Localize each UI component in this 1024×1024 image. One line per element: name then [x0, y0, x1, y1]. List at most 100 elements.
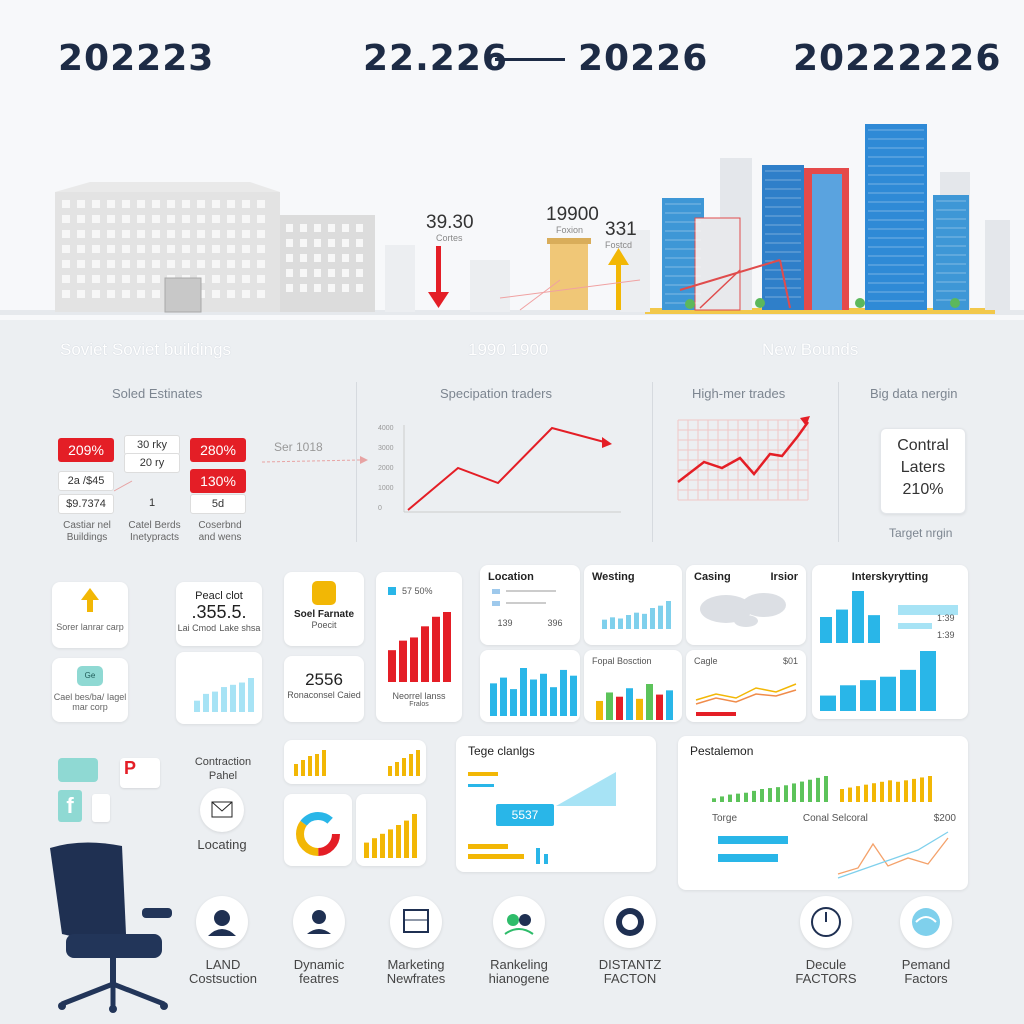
year-mid-a: 22.226 [363, 38, 508, 79]
divider-2 [652, 382, 653, 542]
westing-title: Westing [592, 571, 635, 583]
value-up-sub: Fostcd [605, 240, 633, 250]
fopal-title: Fopal Bosction [592, 656, 652, 666]
mini-bar-chart [364, 814, 417, 858]
envelope-icon[interactable] [200, 788, 244, 832]
pectalemon-title: Pestalemon [690, 744, 754, 758]
caption-2: Catel Berds Inetypracts [128, 520, 181, 543]
rankeling-label: Rankeling [490, 957, 548, 972]
card-up[interactable]: Sorer lanrar carp [52, 582, 128, 648]
costsuction-label: Costsuction [189, 971, 257, 986]
p-icon: P [120, 758, 160, 788]
coral-title: Conal Selcoral [802, 813, 868, 824]
yellow-bar-chart [294, 750, 420, 776]
decule-label: Decule [805, 957, 847, 972]
year-left: 202223 [58, 38, 215, 79]
card-westing[interactable]: Westing [584, 565, 682, 645]
badge-1: 1 [148, 497, 156, 509]
torge-title: Torge [712, 813, 738, 824]
card-light-bars[interactable] [176, 652, 262, 724]
facebook-icon: f [58, 790, 82, 822]
small-building-icon [547, 238, 591, 310]
svg-text:2000: 2000 [378, 465, 394, 472]
card-tege[interactable]: Tege clanlgs 5537 [456, 736, 656, 872]
year-mid-b: 20226 [578, 38, 709, 79]
marketing-icon[interactable] [390, 896, 442, 948]
card-product[interactable]: Peacl clot .355.5. Lai Cmod Lake shsa [176, 582, 262, 646]
land-label: LAND [205, 957, 241, 972]
dashed-arrow-icon [261, 456, 368, 464]
big-data-box: Contral Laters 210% [880, 428, 966, 514]
cagle-val: $01 [782, 656, 798, 666]
decule-factors-label: FACTORS [795, 971, 857, 986]
card-pectalemon[interactable]: Pestalemon Torge Conal Selcoral $200 [678, 736, 968, 890]
land-icon[interactable] [196, 896, 248, 948]
prod-sub-a: Lai Cmod [177, 623, 217, 633]
arrow-up-small-icon [81, 588, 99, 612]
donut-chart [296, 812, 340, 856]
card-interest[interactable]: Interskyrytting [812, 565, 968, 719]
big-data-line1: Contral [897, 437, 949, 454]
card-fopal[interactable]: Fopal Bosction [584, 650, 682, 722]
divider-1 [356, 382, 357, 542]
cagle-line-chart [695, 683, 797, 716]
label-soviet: Soviet Soviet buildings [60, 340, 232, 359]
blue-bar-chart [490, 668, 577, 716]
bottom-label-6: Decule FACTORS [783, 958, 869, 986]
high-trades-chart [677, 416, 810, 501]
card-red-bars[interactable]: 57 50% Neorrel lanss Fralos [376, 572, 462, 722]
card-yellow-bars[interactable] [284, 740, 426, 784]
card-mini-bars[interactable] [356, 794, 426, 866]
world-map-icon [700, 593, 786, 627]
distance-icon[interactable] [604, 896, 656, 948]
soel-sub: Poecit [311, 620, 337, 630]
dynamic-icon[interactable] [293, 896, 345, 948]
ranking-icon[interactable] [493, 896, 545, 948]
value-down-sub: Cortes [436, 233, 463, 243]
soel-title: Soel Farnate [293, 609, 355, 620]
card-casing[interactable]: Casing Irsior [686, 565, 806, 645]
cagle-title: Cagle [694, 656, 718, 666]
card-ge[interactable]: Ge Cael bes/ba/ Iagel mar corp [52, 658, 128, 722]
legend-square-icon [388, 587, 396, 595]
col2-title: Specipation traders [440, 386, 553, 401]
prod-sub-b: Lake shsa [219, 623, 261, 633]
badge-130: 130% [190, 469, 246, 493]
badge-2a45: 2a /$45 [58, 471, 114, 491]
message-icon [58, 758, 98, 782]
bottom-label-7: Pemand Factors [883, 958, 969, 986]
tege-widget-chart [468, 772, 616, 864]
coral-val: $200 [933, 813, 956, 824]
clock-icon[interactable] [800, 896, 852, 948]
casing-title: Casing [694, 571, 731, 583]
multicolor-bar-chart [596, 684, 673, 720]
bottom-label-5: DISTANTZ FACTON [587, 958, 673, 986]
demand-icon[interactable] [900, 896, 952, 948]
location-lines [492, 589, 556, 606]
card-cagle[interactable]: Cagle $01 [686, 650, 806, 722]
featres-label: featres [299, 971, 339, 986]
caption-1: Castiar nel Buildings [63, 520, 111, 543]
badge-20ry: 20 ry [124, 453, 180, 473]
dynamic-label: Dynamic [293, 957, 345, 972]
coin-icon [312, 581, 336, 605]
big-data-line3: 210% [902, 481, 944, 498]
facton-label: FACTON [603, 971, 657, 986]
card-donut[interactable] [284, 794, 352, 866]
card-location[interactable]: Location 139 396 [480, 565, 580, 645]
label-1990: 1990 1900 [468, 340, 549, 359]
card-number[interactable]: 2556 Ronaconsel Caied [284, 656, 364, 722]
bottom-label-2: Dynamic featres [276, 958, 362, 986]
card-blue-bars[interactable] [480, 650, 580, 722]
card-soel[interactable]: Soel Farnate Poecit [284, 572, 364, 646]
interest-title: Interskyrytting [851, 571, 929, 583]
ge-card-text: Cael bes/ba/ Iagel mar corp [53, 692, 127, 712]
irsior-title: Irsior [770, 571, 798, 583]
bar-card-badge: 57 50% [402, 586, 433, 596]
interest-bar-chart [820, 591, 958, 711]
big-data-caption: Target nrgin [889, 526, 953, 540]
bottom-label-1: LAND Costsuction [180, 958, 266, 986]
num-card-sub: Ronaconsel Caied [287, 690, 361, 700]
num-card-value: 2556 [305, 670, 343, 689]
hianogene-label: hianogene [488, 971, 550, 986]
